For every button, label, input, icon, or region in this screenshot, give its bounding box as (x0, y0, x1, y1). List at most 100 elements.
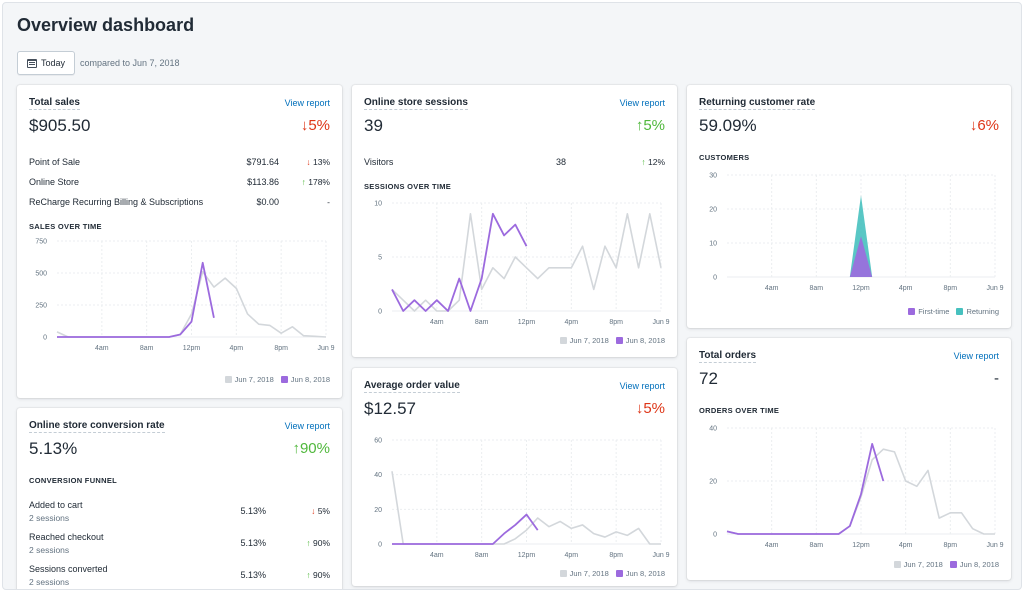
funnel-label: CONVERSION FUNNEL (29, 476, 118, 485)
card-title[interactable]: Online store conversion rate (29, 420, 165, 433)
x-tick-label: 4am (765, 542, 779, 549)
card-title[interactable]: Online store sessions (364, 97, 468, 110)
x-tick-label: 4am (430, 319, 444, 326)
change-value: 90% (312, 570, 330, 580)
legend-label: Jun 8, 2018 (625, 569, 665, 578)
legend-label: Jun 7, 2018 (569, 336, 609, 345)
arrow-down-icon: ↓ (635, 400, 644, 417)
funnel-step-sessions: 2 sessions (29, 577, 70, 587)
arrow-up-icon: ↑ (306, 570, 311, 580)
y-tick-label: 5 (378, 255, 382, 262)
change-value: 5% (308, 117, 330, 134)
legend-label: Jun 7, 2018 (903, 560, 943, 569)
total-sales-change: ↓5% (301, 117, 330, 134)
compare-text: compared to Jun 7, 2018 (80, 58, 180, 68)
view-report-link[interactable]: View report (953, 351, 999, 361)
funnel-step-value: 5.13% (240, 506, 266, 516)
funnel-step-sessions: 2 sessions (29, 545, 70, 555)
funnel-step-label: Added to cart (29, 500, 83, 510)
x-tick-label: 4am (765, 285, 779, 292)
x-tick-label: Jun 9 (652, 552, 669, 559)
view-report-link[interactable]: View report (619, 98, 665, 108)
visitors-change: ↑ 12% (641, 157, 665, 167)
card-title[interactable]: Total sales (29, 97, 80, 110)
y-tick-label: 250 (35, 303, 47, 310)
funnel-step-label: Sessions converted (29, 564, 108, 574)
change-value: 6% (977, 117, 999, 134)
x-tick-label: 12pm (518, 552, 536, 559)
funnel-step-change: ↑ 90% (306, 570, 330, 580)
change-value: 5% (317, 506, 330, 516)
arrow-up-icon: ↑ (292, 440, 300, 457)
sales-row-value: $0.00 (256, 197, 279, 207)
series-line (726, 442, 885, 535)
funnel-step-change: ↓ 5% (311, 506, 330, 516)
y-tick-label: 20 (709, 479, 717, 486)
chart-legend: Jun 7, 2018 Jun 8, 2018 (559, 336, 665, 345)
legend-label: Jun 7, 2018 (569, 569, 609, 578)
sales-row-change: - (327, 197, 330, 207)
change-value: 90% (299, 440, 330, 457)
arrow-down-icon: ↓ (306, 157, 311, 167)
y-tick-label: 0 (378, 309, 382, 316)
chart-legend: Jun 7, 2018 Jun 8, 2018 (224, 375, 330, 384)
chart-label: SALES OVER TIME (29, 222, 102, 231)
card-title[interactable]: Total orders (699, 350, 757, 363)
y-tick-label: 60 (374, 438, 382, 445)
legend-swatch-current (949, 561, 957, 568)
page-title: Overview dashboard (17, 15, 195, 35)
y-tick-label: 0 (713, 532, 717, 539)
x-tick-label: 8pm (609, 552, 623, 559)
legend-label: Jun 8, 2018 (290, 375, 330, 384)
y-tick-label: 0 (43, 335, 47, 342)
aov-change: ↓5% (636, 400, 665, 417)
card-title[interactable]: Returning customer rate (699, 97, 816, 110)
y-tick-label: 10 (709, 241, 717, 248)
orders-change: - (994, 370, 999, 387)
legend-label: Returning (966, 307, 999, 316)
funnel-step-value: 5.13% (240, 538, 266, 548)
x-tick-label: Jun 9 (652, 319, 669, 326)
x-tick-label: Jun 9 (986, 542, 1003, 549)
x-tick-label: 4pm (565, 552, 579, 559)
x-tick-label: 12pm (183, 345, 201, 352)
legend-swatch-first-time (908, 308, 916, 315)
change-value: 12% (647, 157, 665, 167)
x-tick-label: 8am (475, 319, 489, 326)
y-tick-label: 20 (374, 507, 382, 514)
sessions-card: Online store sessions View report 39 ↑5%… (352, 85, 677, 357)
total-sales-value: $905.50 (29, 116, 91, 135)
change-value: 5% (643, 400, 665, 417)
orders-over-time-chart: 0 20 40 4am 8am 12pm 4pm 8pm Jun 9 (709, 426, 1003, 550)
date-picker-label: Today (40, 58, 66, 68)
change-value: 13% (312, 157, 330, 167)
conversion-change: ↑90% (292, 440, 330, 457)
funnel-step-label: Reached checkout (29, 532, 104, 542)
returning-change: ↓6% (970, 117, 999, 134)
total-orders-card: Total orders View report 72 - ORDERS OVE… (687, 338, 1011, 580)
series-area-first-time (727, 236, 995, 277)
visitors-value: 38 (555, 157, 566, 167)
date-picker-button[interactable]: Today (17, 51, 75, 75)
view-report-link[interactable]: View report (284, 421, 330, 431)
x-tick-label: 8pm (274, 345, 288, 352)
arrow-up-icon: ↑ (306, 538, 311, 548)
x-tick-label: 12pm (852, 285, 870, 292)
view-report-link[interactable]: View report (619, 381, 665, 391)
x-tick-label: 12pm (852, 542, 870, 549)
y-tick-label: 40 (709, 426, 717, 433)
x-tick-label: 12pm (518, 319, 536, 326)
chart-label: ORDERS OVER TIME (699, 406, 780, 415)
view-report-link[interactable]: View report (284, 98, 330, 108)
orders-value: 72 (699, 369, 718, 388)
visitors-label: Visitors (364, 157, 394, 167)
x-tick-label: 8pm (609, 319, 623, 326)
legend-label: Jun 8, 2018 (625, 336, 665, 345)
legend-label: Jun 8, 2018 (959, 560, 999, 569)
x-tick-label: 8am (475, 552, 489, 559)
funnel-step-change: ↑ 90% (306, 538, 330, 548)
x-tick-label: Jun 9 (986, 285, 1003, 292)
returning-customer-card: Returning customer rate 59.09% ↓6% CUSTO… (687, 85, 1011, 328)
card-title[interactable]: Average order value (364, 380, 460, 393)
